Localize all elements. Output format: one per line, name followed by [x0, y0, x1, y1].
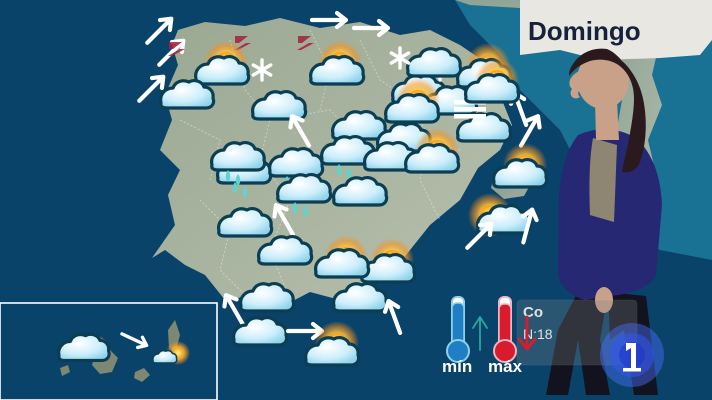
svg-text:máx: máx — [488, 357, 523, 376]
svg-text:mín: mín — [442, 357, 472, 376]
svg-text:Domingo: Domingo — [528, 16, 641, 46]
